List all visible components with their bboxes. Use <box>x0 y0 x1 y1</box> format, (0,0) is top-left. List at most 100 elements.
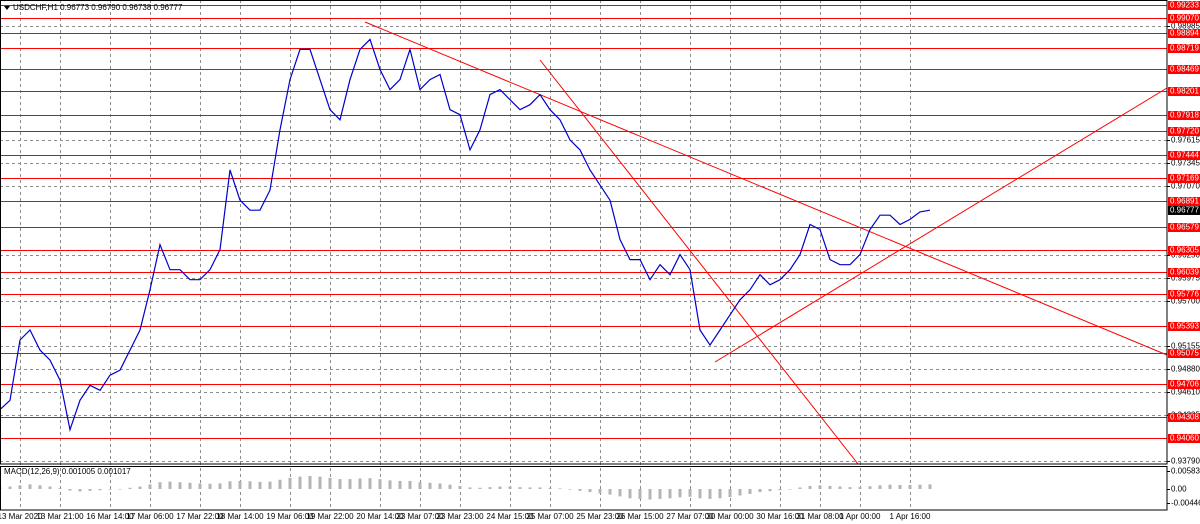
level-label-box <box>1168 1 1200 10</box>
macd-bar <box>158 482 162 490</box>
x-tick-label: 30 Mar 00:00 <box>706 512 754 521</box>
y-tick-label: 0.97615 <box>1171 136 1200 145</box>
x-tick-label: 26 Mar 15:00 <box>616 512 664 521</box>
macd-bar <box>128 487 132 490</box>
macd-bar <box>408 480 412 490</box>
macd-bar <box>568 489 572 490</box>
y-tick-label: 0.00 <box>1171 485 1187 494</box>
level-label: 0.96891 <box>1170 197 1199 206</box>
level-label-box <box>1168 29 1200 38</box>
level-label: 0.99233 <box>1170 1 1199 10</box>
chart-title: USDCHF,H1 0.96773 0.96790 0.96738 0.9677… <box>13 3 183 12</box>
macd-bar <box>558 488 562 490</box>
macd-bar <box>548 487 552 490</box>
macd-bar <box>928 484 932 490</box>
macd-bar <box>528 487 532 490</box>
macd-bar <box>738 489 742 496</box>
macd-bar <box>238 480 242 490</box>
macd-bar <box>338 479 342 490</box>
level-label-box <box>1168 197 1200 206</box>
trend-line <box>714 87 1168 363</box>
menu-arrow[interactable] <box>4 6 10 10</box>
level-label: 0.96305 <box>1170 246 1199 255</box>
macd-bar <box>498 486 502 490</box>
macd-bar <box>88 489 92 491</box>
macd-bar <box>288 477 292 490</box>
x-tick-label: 1 Apr 00:00 <box>840 512 881 521</box>
macd-bar <box>918 484 922 490</box>
macd-bar <box>188 482 192 490</box>
macd-bar <box>58 488 62 490</box>
y-tick-label: -0.004466 <box>1171 499 1200 508</box>
x-tick-label: 31 Mar 08:00 <box>796 512 844 521</box>
level-label: 0.96039 <box>1170 268 1199 277</box>
macd-bar <box>108 489 112 490</box>
macd-bar <box>308 476 312 490</box>
macd-bar <box>708 489 712 499</box>
macd-bar <box>208 483 212 490</box>
x-tick-label: 19 Mar 22:00 <box>306 512 354 521</box>
y-tick-label: 0.97070 <box>1171 182 1200 191</box>
macd-bar <box>358 478 362 490</box>
level-label-box <box>1168 87 1200 96</box>
x-tick-label: 30 Mar 16:00 <box>756 512 804 521</box>
x-tick-label: 27 Mar 07:00 <box>666 512 714 521</box>
macd-bar <box>848 487 852 490</box>
y-tick-label: 0.93790 <box>1171 457 1200 466</box>
macd-bar <box>178 482 182 490</box>
level-label: 0.96579 <box>1170 223 1199 232</box>
y-tick-label: 0.98985 <box>1171 22 1200 31</box>
y-tick-label: 0.96250 <box>1171 251 1200 260</box>
x-tick-label: 13 Mar 21:00 <box>36 512 84 521</box>
macd-bar <box>908 484 912 490</box>
y-tick-label: 0.94610 <box>1171 388 1200 397</box>
level-label-box <box>1168 413 1200 422</box>
macd-bar <box>438 483 442 490</box>
macd-bar <box>248 481 252 490</box>
level-label-box <box>1168 349 1200 358</box>
x-tick-label: 17 Mar 22:00 <box>176 512 224 521</box>
macd-bar <box>838 486 842 490</box>
macd-bar <box>168 481 172 490</box>
level-label: 0.94706 <box>1170 380 1199 389</box>
macd-bar <box>258 481 262 490</box>
macd-bar <box>18 485 22 490</box>
level-label: 0.97918 <box>1170 111 1199 120</box>
macd-bar <box>588 489 592 493</box>
x-tick-label: 19 Mar 06:00 <box>266 512 314 521</box>
macd-bar <box>688 489 692 497</box>
trend-line <box>364 21 1168 356</box>
level-label-box <box>1168 290 1200 299</box>
macd-panel-frame <box>0 466 1168 511</box>
macd-bar <box>448 484 452 490</box>
macd-bar <box>508 486 512 490</box>
level-label: 0.94060 <box>1170 434 1199 443</box>
level-label-box <box>1168 111 1200 120</box>
x-tick-label: 23 Mar 23:00 <box>436 512 484 521</box>
level-label-box <box>1168 322 1200 331</box>
macd-bar <box>878 485 882 490</box>
macd-bar <box>398 480 402 490</box>
macd-bar <box>458 485 462 490</box>
macd-bar <box>748 489 752 494</box>
macd-bar <box>828 485 832 490</box>
macd-bar <box>818 485 822 490</box>
level-label-box <box>1168 14 1200 23</box>
macd-bar <box>868 486 872 490</box>
level-label: 0.97720 <box>1170 127 1199 136</box>
x-tick-label: 1 Apr 16:00 <box>890 512 931 521</box>
level-label-box <box>1168 151 1200 160</box>
macd-bar <box>268 481 272 490</box>
y-tick-label: 0.005832 <box>1171 467 1200 476</box>
macd-bar <box>198 483 202 490</box>
macd-bar <box>518 487 522 490</box>
y-tick-label: 0.97345 <box>1171 159 1200 168</box>
last-price-box <box>1168 205 1200 215</box>
macd-bar <box>328 477 332 490</box>
level-label: 0.97444 <box>1170 151 1199 160</box>
level-label: 0.98894 <box>1170 29 1199 38</box>
macd-bar <box>218 483 222 490</box>
x-tick-label: 23 Mar 07:00 <box>396 512 444 521</box>
macd-bar <box>668 489 672 499</box>
